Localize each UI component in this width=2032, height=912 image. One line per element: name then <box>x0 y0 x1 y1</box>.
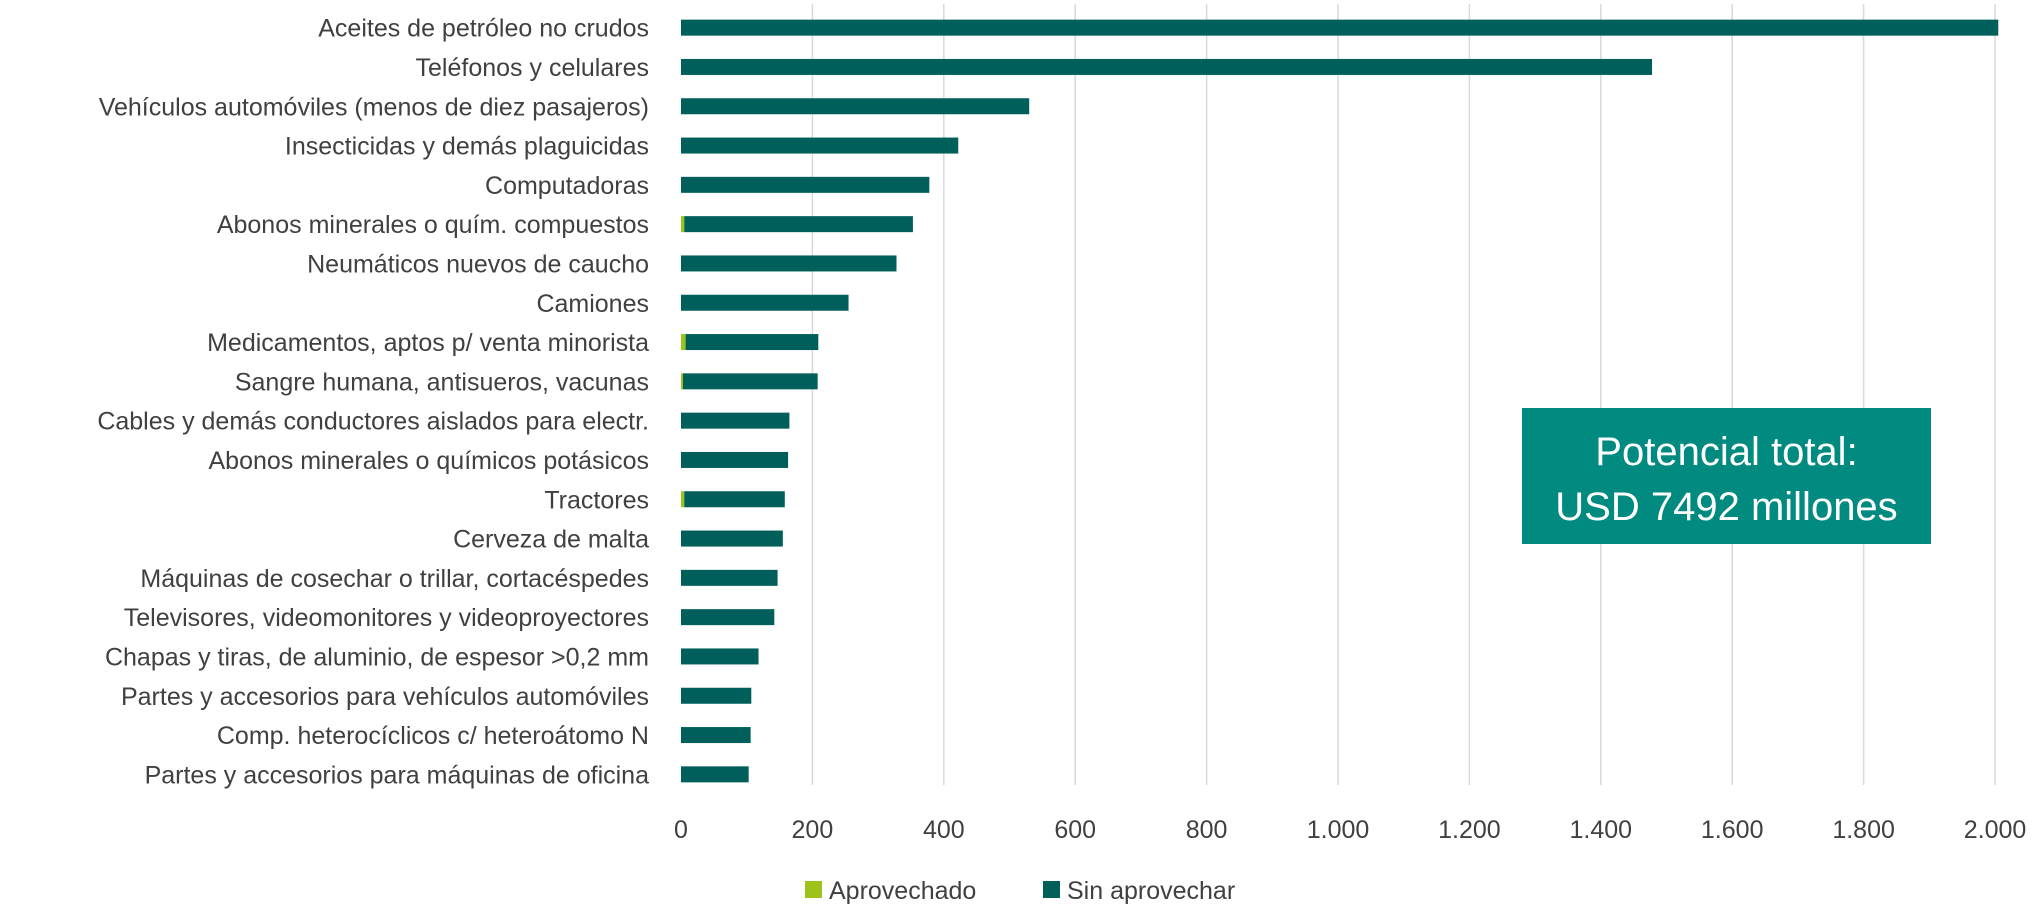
callout-line-1: Potencial total: <box>1595 430 1857 474</box>
category-label-chapas-y-tiras-de-aluminio-de-espesor-0-2-mm: Chapas y tiras, de aluminio, de espesor … <box>105 643 649 671</box>
x-tick-label-600: 600 <box>1054 816 1096 844</box>
category-label-partes-y-accesorios-para-maquinas-de-oficina: Partes y accesorios para máquinas de ofi… <box>145 761 650 789</box>
bar-sin-aprovechar-insecticidas-y-demas-plaguicidas <box>681 137 959 154</box>
x-tick-label-1400: 1.400 <box>1570 816 1633 844</box>
x-tick-label-400: 400 <box>923 816 965 844</box>
bar-sin-aprovechar-maquinas-de-cosechar-o-trillar-cortacespedes <box>681 569 778 586</box>
bar-sin-aprovechar-abonos-minerales-o-quimicos-potasicos <box>681 451 789 468</box>
bar-sin-aprovechar-chapas-y-tiras-de-aluminio-de-espesor-0-2-mm <box>681 648 759 665</box>
legend-swatch-sin-aprovechar <box>1043 881 1060 898</box>
category-label-neumaticos-nuevos-de-caucho: Neumáticos nuevos de caucho <box>307 250 649 278</box>
callout-box <box>1522 408 1931 544</box>
bar-aprovechado-sangre-humana-antisueros-vacunas <box>681 373 683 390</box>
category-label-comp-heterociclicos-c-heteroatomo-n: Comp. heterocíclicos c/ heteroátomo N <box>217 722 649 750</box>
bar-sin-aprovechar-neumaticos-nuevos-de-caucho <box>681 255 897 272</box>
bar-sin-aprovechar-aceites-de-petroleo-no-crudos <box>681 19 1999 36</box>
bar-sin-aprovechar-tractores <box>684 491 785 508</box>
x-tick-label-800: 800 <box>1186 816 1228 844</box>
bar-sin-aprovechar-telefonos-y-celulares <box>681 58 1653 75</box>
bar-aprovechado-medicamentos-aptos-p-venta-minorista <box>681 334 686 351</box>
category-label-telefonos-y-celulares: Teléfonos y celulares <box>416 54 649 82</box>
x-tick-label-200: 200 <box>792 816 834 844</box>
category-label-abonos-minerales-o-quimicos-potasicos: Abonos minerales o químicos potásicos <box>208 447 649 475</box>
bar-aprovechado-tractores <box>681 491 685 508</box>
x-tick-label-1800: 1.800 <box>1832 816 1895 844</box>
legend-label-aprovechado: Aprovechado <box>829 877 976 905</box>
category-label-insecticidas-y-demas-plaguicidas: Insecticidas y demás plaguicidas <box>285 133 649 161</box>
category-label-cerveza-de-malta: Cerveza de malta <box>453 526 649 554</box>
bar-sin-aprovechar-partes-y-accesorios-para-vehiculos-automoviles <box>681 687 752 704</box>
x-tick-label-1600: 1.600 <box>1701 816 1764 844</box>
category-label-computadoras: Computadoras <box>485 172 649 200</box>
bar-aprovechado-abonos-minerales-o-quim-compuestos <box>681 216 685 233</box>
x-tick-label-2000: 2.000 <box>1964 816 2027 844</box>
bar-sin-aprovechar-comp-heterociclicos-c-heteroatomo-n <box>681 727 751 744</box>
bars <box>681 19 1999 783</box>
bar-sin-aprovechar-cables-y-demas-conductores-aislados-para-electr <box>681 412 790 429</box>
x-tick-label-1000: 1.000 <box>1307 816 1370 844</box>
category-label-partes-y-accesorios-para-vehiculos-automoviles: Partes y accesorios para vehículos autom… <box>121 683 649 711</box>
gridlines <box>811 4 1996 785</box>
legend-label-sin-aprovechar: Sin aprovechar <box>1067 877 1235 905</box>
category-label-aceites-de-petroleo-no-crudos: Aceites de petróleo no crudos <box>318 15 649 43</box>
total-potential-callout: Potencial total: USD 7492 millones <box>1522 408 1931 544</box>
x-tick-label-0: 0 <box>674 816 688 844</box>
bar-sin-aprovechar-medicamentos-aptos-p-venta-minorista <box>685 334 819 351</box>
bar-sin-aprovechar-vehiculos-automoviles-menos-de-diez-pasajeros <box>681 98 1030 115</box>
category-label-abonos-minerales-o-quim-compuestos: Abonos minerales o quím. compuestos <box>217 211 649 239</box>
bar-sin-aprovechar-abonos-minerales-o-quim-compuestos <box>684 216 913 233</box>
callout-line-2: USD 7492 millones <box>1555 485 1897 529</box>
category-label-medicamentos-aptos-p-venta-minorista: Medicamentos, aptos p/ venta minorista <box>207 329 649 357</box>
category-label-cables-y-demas-conductores-aislados-para-electr: Cables y demás conductores aislados para… <box>97 408 649 436</box>
x-tick-label-1200: 1.200 <box>1438 816 1501 844</box>
category-label-maquinas-de-cosechar-o-trillar-cortacespedes: Máquinas de cosechar o trillar, cortacés… <box>140 565 649 593</box>
bar-sin-aprovechar-televisores-videomonitores-y-videoproyectores <box>681 609 775 626</box>
legend: Aprovechado Sin aprovechar <box>805 877 1235 905</box>
category-label-televisores-videomonitores-y-videoproyectores: Televisores, videomonitores y videoproye… <box>124 604 649 632</box>
bar-sin-aprovechar-camiones <box>681 294 849 311</box>
category-label-sangre-humana-antisueros-vacunas: Sangre humana, antisueros, vacunas <box>235 368 649 396</box>
category-labels: Aceites de petróleo no crudos Teléfonos y… <box>97 15 649 790</box>
bar-sin-aprovechar-sangre-humana-antisueros-vacunas <box>682 373 818 390</box>
category-label-camiones: Camiones <box>536 290 649 318</box>
legend-swatch-aprovechado <box>805 881 822 898</box>
bar-sin-aprovechar-computadoras <box>681 176 930 193</box>
x-axis-tick-labels: 0 200 400 600 800 1.000 1.200 1.400 1.600 1.800 2.… <box>674 816 2026 844</box>
category-label-tractores: Tractores <box>544 486 649 514</box>
category-label-vehiculos-automoviles-menos-de-diez-pasajeros: Vehículos automóviles (menos de diez pas… <box>99 93 649 121</box>
bar-sin-aprovechar-partes-y-accesorios-para-maquinas-de-oficina <box>681 766 749 783</box>
bar-sin-aprovechar-cerveza-de-malta <box>681 530 783 547</box>
